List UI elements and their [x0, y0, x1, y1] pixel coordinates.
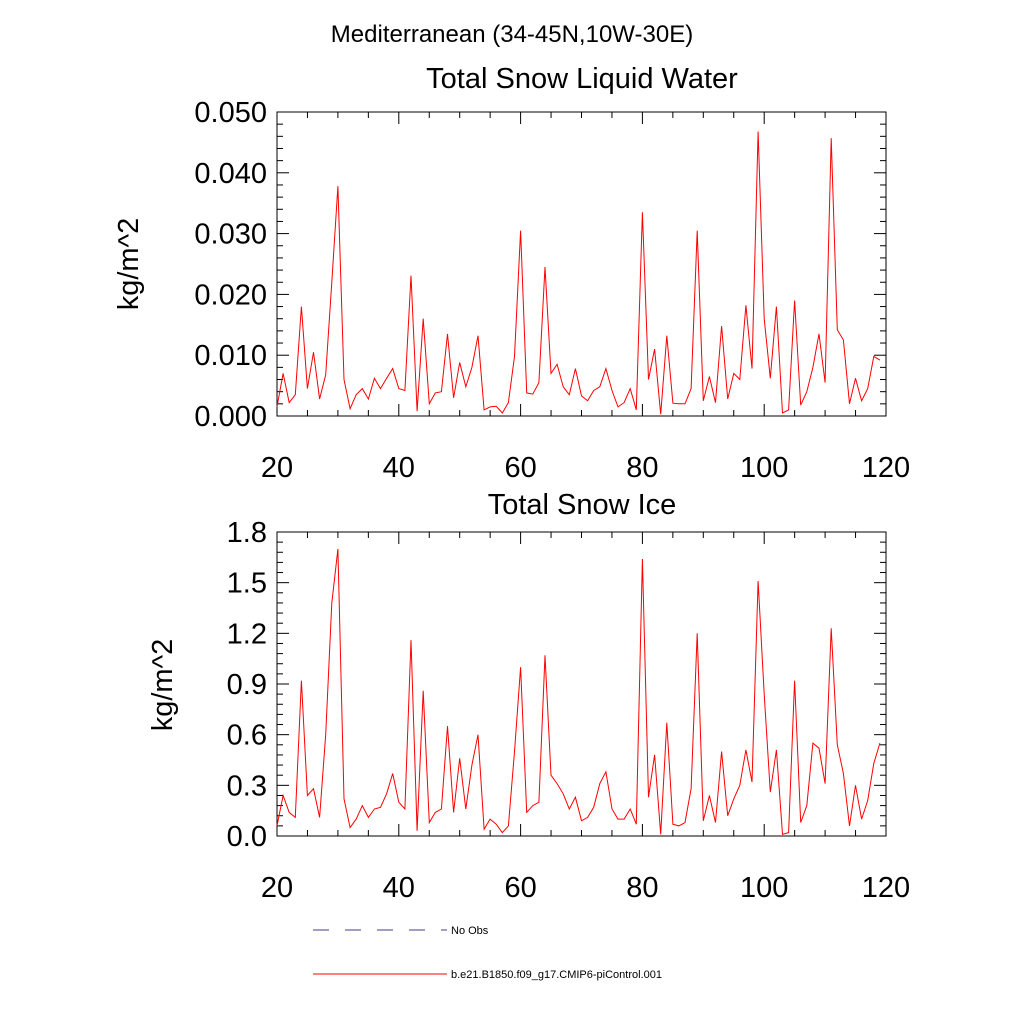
y-tick-label: 0.040 — [194, 158, 267, 190]
x-tick-label: 100 — [740, 872, 788, 904]
panel-snow-liquid-water: Total Snow Liquid Water kg/m^2 20 40 60 80 1… — [113, 63, 910, 484]
y-axis-label: kg/m^2 — [113, 218, 145, 311]
legend-obs-label: No Obs — [451, 925, 489, 937]
panel-title: Total Snow Ice — [488, 489, 677, 521]
x-tick-label: 40 — [383, 872, 415, 904]
region-title: Mediterranean (34-45N,10W-30E) — [331, 21, 693, 48]
y-tick-label: 0.010 — [194, 340, 267, 372]
x-tick-label: 80 — [626, 872, 658, 904]
y-tick-label: 0.020 — [194, 279, 267, 311]
series-line — [276, 131, 881, 415]
x-tick-label: 60 — [504, 452, 536, 484]
panel-title: Total Snow Liquid Water — [426, 63, 738, 95]
y-tick-label: 0.3 — [227, 770, 267, 802]
y-axis-label: kg/m^2 — [147, 639, 179, 732]
x-tick-label: 40 — [383, 452, 415, 484]
x-tick-label: 20 — [261, 872, 293, 904]
y-tick-label: 0.030 — [194, 219, 267, 251]
legend: No Obs b.e21.B1850.f09_g17.CMIP6-piContr… — [313, 925, 662, 981]
y-tick-label: 1.2 — [227, 618, 267, 650]
x-tick-label: 100 — [740, 452, 788, 484]
x-tick-label: 80 — [626, 452, 658, 484]
x-tick-label: 20 — [261, 452, 293, 484]
y-tick-label: 0.000 — [194, 401, 267, 433]
panel-snow-ice: Total Snow Ice kg/m^2 20 40 60 80 100 120 0.0 0… — [147, 489, 910, 904]
y-tick-label: 0.9 — [227, 669, 267, 701]
y-tick-label: 1.8 — [227, 517, 267, 549]
y-tick-label: 1.5 — [227, 568, 267, 600]
x-tick-label: 60 — [504, 872, 536, 904]
x-tick-label: 120 — [862, 452, 910, 484]
plot-frame — [276, 111, 887, 417]
x-tick-label: 120 — [862, 872, 910, 904]
y-tick-label: 0.6 — [227, 720, 267, 752]
y-tick-label: 0.0 — [227, 821, 267, 853]
series-line — [276, 548, 881, 835]
y-tick-label: 0.050 — [194, 97, 267, 129]
legend-model-label: b.e21.B1850.f09_g17.CMIP6-piControl.001 — [451, 969, 662, 981]
